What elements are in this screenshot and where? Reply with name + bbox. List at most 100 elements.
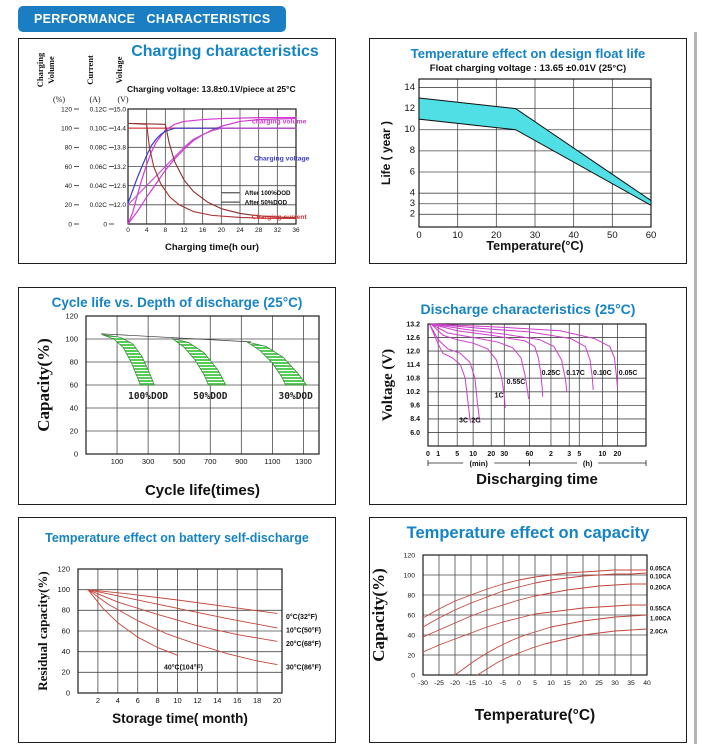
svg-text:5: 5 <box>577 451 581 458</box>
svg-text:60: 60 <box>62 626 70 635</box>
svg-text:3: 3 <box>567 451 571 458</box>
svg-text:-5: -5 <box>500 680 506 687</box>
self-discharge-chart: 2 4 6 8 10 12 14 16 18 20 120 100 80 60 40 20 0 0°C(32°F)… <box>35 564 321 726</box>
svg-text:0.08C: 0.08C <box>90 145 108 152</box>
svg-text:20: 20 <box>487 451 495 458</box>
svg-text:-25: -25 <box>434 680 444 687</box>
svg-text:30: 30 <box>611 680 619 687</box>
svg-text:60: 60 <box>70 380 78 389</box>
svg-text:20: 20 <box>273 696 281 705</box>
svg-text:0.06C: 0.06C <box>90 164 108 171</box>
svg-text:(%): (%) <box>53 95 65 104</box>
svg-text:18: 18 <box>253 696 261 705</box>
svg-text:100: 100 <box>57 585 70 594</box>
svg-text:3: 3 <box>410 198 415 209</box>
chart-title-self-discharge: Temperature effect on battery self-disch… <box>45 531 309 545</box>
svg-text:Life ( year ): Life ( year ) <box>379 121 393 185</box>
page-edge-artifact <box>694 32 697 744</box>
svg-text:120: 120 <box>404 552 416 559</box>
svg-text:100: 100 <box>404 572 416 579</box>
svg-text:30°C(86°F): 30°C(86°F) <box>286 664 321 672</box>
svg-text:0.05C: 0.05C <box>619 370 638 377</box>
svg-text:1C: 1C <box>495 393 504 400</box>
svg-text:Charging voltage: Charging voltage <box>254 155 310 162</box>
svg-text:12: 12 <box>404 103 415 114</box>
svg-text:0.04C: 0.04C <box>90 183 108 190</box>
cycle-life-chart: 100 300 500 700 900 1100 1300 120 100 80 60 40 20 0 10… <box>34 311 320 499</box>
svg-text:3C: 3C <box>459 418 468 425</box>
svg-text:10: 10 <box>404 124 415 135</box>
svg-text:4: 4 <box>145 227 149 234</box>
svg-text:13.2: 13.2 <box>113 164 126 171</box>
svg-text:30: 30 <box>500 451 508 458</box>
svg-text:15: 15 <box>563 680 571 687</box>
svg-text:30%DOD: 30%DOD <box>279 391 314 402</box>
svg-text:30: 30 <box>530 230 541 241</box>
svg-text:40: 40 <box>643 680 651 687</box>
svg-text:5: 5 <box>533 680 537 687</box>
svg-text:Voltage (V): Voltage (V) <box>380 349 396 421</box>
svg-text:16: 16 <box>199 227 207 234</box>
svg-text:60: 60 <box>525 451 533 458</box>
svg-text:0.05CA: 0.05CA <box>650 566 672 573</box>
svg-text:10: 10 <box>452 230 463 241</box>
svg-text:15.0: 15.0 <box>113 106 126 113</box>
svg-text:20: 20 <box>70 426 78 435</box>
svg-text:1300: 1300 <box>295 457 312 466</box>
svg-text:12: 12 <box>193 696 201 705</box>
svg-text:120: 120 <box>65 311 78 320</box>
svg-text:60: 60 <box>646 230 657 241</box>
chart-title-charging: Charging characteristics <box>131 43 319 60</box>
svg-text:Residual capacity(%): Residual capacity(%) <box>35 571 50 691</box>
capacity-temperature-chart: -30 -25 -20 -15 -10 -5 0 5 10 15 20 25 30 35 40 120 100 8… <box>370 552 672 724</box>
svg-text:(h): (h) <box>583 459 593 468</box>
float-life-chart: 0 10 20 30 40 50 60 14 12 10 8 6 432 Temperature(°C) L… <box>379 78 657 253</box>
svg-text:After 50%DOD: After 50%DOD <box>245 200 288 207</box>
chart-title-cycle-life: Cycle life vs. Depth of discharge (25°C) <box>51 295 303 310</box>
svg-text:10.8: 10.8 <box>406 375 420 382</box>
svg-text:0: 0 <box>103 221 107 228</box>
svg-text:20: 20 <box>65 202 73 209</box>
svg-text:1: 1 <box>436 451 440 458</box>
svg-text:900: 900 <box>235 457 248 466</box>
svg-text:11.4: 11.4 <box>407 362 420 369</box>
svg-text:0.10CA: 0.10CA <box>650 574 672 581</box>
svg-text:5: 5 <box>455 451 459 458</box>
svg-text:12: 12 <box>180 227 188 234</box>
svg-text:Capacity(%): Capacity(%) <box>370 568 388 661</box>
svg-text:13.8: 13.8 <box>113 145 126 152</box>
svg-text:6: 6 <box>410 166 415 177</box>
svg-text:2.0CA: 2.0CA <box>650 629 668 636</box>
svg-text:8: 8 <box>410 145 415 156</box>
svg-text:14.4: 14.4 <box>113 125 126 132</box>
svg-text:500: 500 <box>173 457 186 466</box>
svg-text:20°C(68°F): 20°C(68°F) <box>286 640 321 648</box>
svg-text:28: 28 <box>255 227 263 234</box>
svg-text:Storage time( month): Storage time( month) <box>112 711 248 726</box>
page-header: PERFORMANCE CHARACTERISTICS <box>18 6 287 32</box>
svg-text:8: 8 <box>164 227 168 234</box>
svg-text:12.0: 12.0 <box>113 202 126 209</box>
svg-text:(A): (A) <box>89 95 100 104</box>
svg-text:2: 2 <box>96 696 100 705</box>
charging-characteristics-panel: Charging characteristics Charging voltag… <box>18 38 336 264</box>
svg-text:0.10C: 0.10C <box>90 125 108 132</box>
svg-text:Temperature(°C): Temperature(°C) <box>475 707 595 724</box>
svg-text:0: 0 <box>126 227 130 234</box>
svg-text:14: 14 <box>213 696 221 705</box>
svg-text:700: 700 <box>204 457 217 466</box>
svg-text:40°C(104°F): 40°C(104°F) <box>164 664 203 672</box>
svg-text:0°C(32°F): 0°C(32°F) <box>286 613 317 621</box>
svg-text:0.10C: 0.10C <box>593 370 612 377</box>
svg-text:0.02C: 0.02C <box>90 202 108 209</box>
svg-text:Discharging time: Discharging time <box>476 471 598 488</box>
svg-text:2C: 2C <box>471 418 480 425</box>
svg-text:Voltage: Voltage <box>114 56 124 83</box>
svg-text:32: 32 <box>274 227 282 234</box>
svg-text:20: 20 <box>218 227 226 234</box>
svg-text:Charging: Charging <box>35 52 45 87</box>
svg-text:(min): (min) <box>470 459 489 468</box>
svg-text:24: 24 <box>236 227 244 234</box>
svg-text:40: 40 <box>407 632 415 639</box>
svg-text:0: 0 <box>66 688 70 697</box>
